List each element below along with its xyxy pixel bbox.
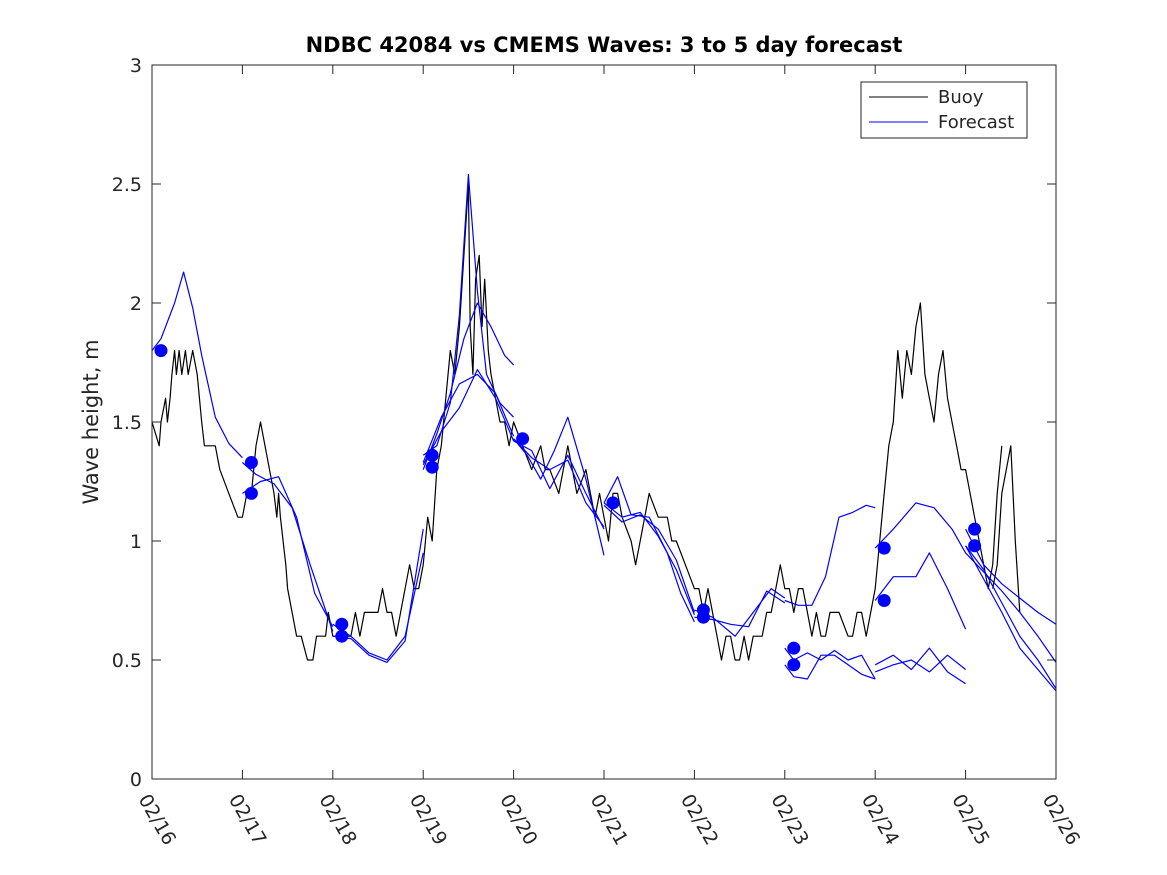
forecast-start-marker [877, 594, 891, 607]
forecast-start-marker [425, 448, 439, 462]
legend-forecast-label: Forecast [938, 112, 1014, 133]
forecast-start-marker [606, 496, 620, 510]
forecast-start-marker [787, 658, 801, 672]
forecast-series-line-25 [965, 545, 1057, 689]
forecast-series-line-14 [603, 504, 695, 613]
forecast-series-line-24 [965, 528, 1057, 625]
y-tick-label: 1 [130, 531, 142, 553]
chart-title: NDBC 42084 vs CMEMS Waves: 3 to 5 day fo… [306, 33, 903, 57]
y-axis-ticks: 0 0.5 1 1.5 2 2.5 3 [112, 55, 1056, 791]
forecast-start-marker [335, 617, 349, 631]
forecast-series-line-20 [874, 502, 1057, 663]
forecast-start-marker [968, 522, 982, 536]
forecast-series-line-1 [242, 462, 334, 632]
forecast-series-line-21 [874, 552, 967, 630]
y-tick-label: 3 [130, 55, 142, 77]
forecast-series-line-12 [603, 476, 695, 623]
forecast-series-line-9 [513, 416, 605, 556]
forecast-series-line-2 [242, 476, 334, 627]
buoy-series-line [151, 183, 1003, 661]
legend: Buoy Forecast [860, 81, 1028, 139]
forecast-series-line-0 [151, 271, 243, 459]
plot-area [152, 65, 1056, 779]
y-tick-label: 0.5 [112, 650, 142, 672]
forecast-series-line-5 [422, 302, 515, 470]
forecast-start-marker [425, 460, 439, 474]
forecast-series-line-11 [513, 438, 605, 528]
forecast-start-marker [516, 432, 530, 446]
forecast-markers-layer [154, 344, 982, 672]
y-tick-label: 1.5 [112, 412, 142, 434]
y-axis-label: Wave height, m [79, 339, 103, 504]
forecast-series-line-23 [874, 654, 966, 673]
forecast-series-line-7 [422, 369, 515, 466]
forecast-start-marker [154, 344, 168, 358]
forecast-start-marker [335, 629, 349, 643]
y-tick-label: 0 [130, 769, 142, 791]
forecast-series-line-22 [874, 647, 966, 685]
forecast-start-marker [244, 456, 258, 469]
forecast-start-marker [968, 539, 982, 553]
forecast-start-marker [244, 486, 258, 500]
buoy-series-line-segment [992, 445, 1021, 613]
forecast-series-line-10 [513, 440, 605, 530]
legend-buoy-label: Buoy [938, 87, 984, 108]
forecast-start-marker [877, 541, 891, 555]
forecast-series-line-8 [422, 373, 515, 463]
forecast-series-line-19 [784, 654, 876, 680]
forecast-series-layer [151, 173, 1057, 692]
legend-box [860, 81, 1028, 139]
y-tick-label: 2.5 [112, 174, 142, 196]
forecast-start-marker [787, 641, 801, 655]
forecast-series-line-13 [603, 502, 695, 616]
forecast-series-line-26 [965, 545, 1057, 692]
forecast-start-marker [696, 610, 710, 624]
y-tick-label: 2 [130, 293, 142, 315]
forecast-series-line-17 [784, 504, 876, 606]
buoy-series-layer [151, 183, 1021, 661]
